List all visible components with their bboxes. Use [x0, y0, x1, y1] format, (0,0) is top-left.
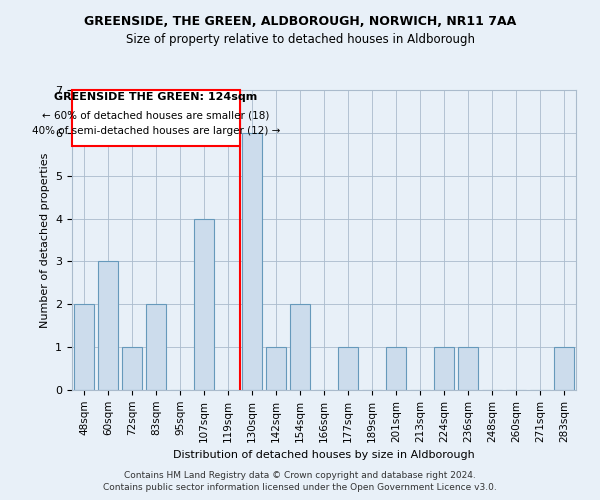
- Text: GREENSIDE, THE GREEN, ALDBOROUGH, NORWICH, NR11 7AA: GREENSIDE, THE GREEN, ALDBOROUGH, NORWIC…: [84, 15, 516, 28]
- Bar: [72, 90, 240, 146]
- Y-axis label: Number of detached properties: Number of detached properties: [40, 152, 50, 328]
- Bar: [242, 133, 262, 390]
- Text: 40% of semi-detached houses are larger (12) →: 40% of semi-detached houses are larger (…: [32, 126, 280, 136]
- Text: Contains public sector information licensed under the Open Government Licence v3: Contains public sector information licen…: [103, 484, 497, 492]
- Text: Contains HM Land Registry data © Crown copyright and database right 2024.: Contains HM Land Registry data © Crown c…: [124, 471, 476, 480]
- X-axis label: Distribution of detached houses by size in Aldborough: Distribution of detached houses by size …: [173, 450, 475, 460]
- Bar: [194, 218, 214, 390]
- Bar: [434, 347, 454, 390]
- Bar: [266, 347, 286, 390]
- Bar: [290, 304, 310, 390]
- Text: ← 60% of detached houses are smaller (18): ← 60% of detached houses are smaller (18…: [43, 110, 269, 120]
- Text: GREENSIDE THE GREEN: 124sqm: GREENSIDE THE GREEN: 124sqm: [55, 92, 257, 102]
- Bar: [98, 262, 118, 390]
- Bar: [122, 347, 142, 390]
- Bar: [338, 347, 358, 390]
- Bar: [386, 347, 406, 390]
- Bar: [146, 304, 166, 390]
- Text: Size of property relative to detached houses in Aldborough: Size of property relative to detached ho…: [125, 32, 475, 46]
- Bar: [458, 347, 478, 390]
- Bar: [74, 304, 94, 390]
- Bar: [554, 347, 574, 390]
